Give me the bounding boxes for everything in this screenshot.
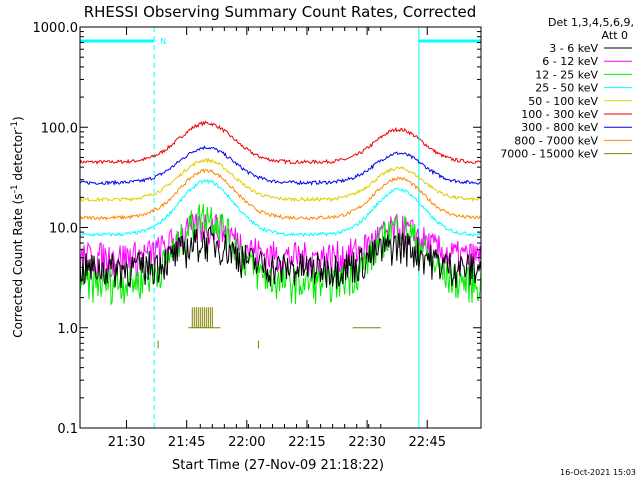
legend-label: 3 - 6 keV xyxy=(549,42,598,55)
night-label: N xyxy=(160,37,166,46)
x-tick-label: 21:45 xyxy=(168,435,205,450)
series-line xyxy=(79,168,482,221)
legend-label: 100 - 300 keV xyxy=(521,108,598,121)
axes: 0.1 1.0 10.0 100.0 1000.0 21:30 21:45 22:00 22:1… xyxy=(33,21,482,450)
x-axis-label: Start Time (27-Nov-09 21:18:22) xyxy=(172,458,384,473)
y-tick-label: 10.0 xyxy=(49,222,78,237)
timestamp: 16-Oct-2021 15:03 xyxy=(560,468,636,477)
x-tick-label: 22:45 xyxy=(409,435,446,450)
legend-header-line1: Det 1,3,4,5,6,9, xyxy=(548,16,634,29)
y-tick-label: 1.0 xyxy=(57,322,78,337)
series-line xyxy=(79,120,482,165)
x-tick-label: 22:30 xyxy=(348,435,385,450)
series-line xyxy=(79,225,482,289)
legend-label: 6 - 12 keV xyxy=(542,55,598,68)
chart-title: RHESSI Observing Summary Count Rates, Co… xyxy=(84,3,477,21)
legend-label: 300 - 800 keV xyxy=(521,121,598,134)
series-line xyxy=(79,157,482,203)
legend-label: 50 - 100 keV xyxy=(528,95,598,108)
legend-label: 800 - 7000 keV xyxy=(514,134,598,147)
series-line xyxy=(79,145,482,186)
legend-header-line2: Att 0 xyxy=(602,29,628,42)
y-axis-label: Corrected Count Rate (s-1 detector-1) xyxy=(10,116,25,337)
y-tick-label: 1000.0 xyxy=(33,21,79,36)
x-tick-label: 22:15 xyxy=(288,435,325,450)
series-line xyxy=(79,203,482,306)
plot-area: N xyxy=(79,27,482,428)
legend-label: 7000 - 15000 keV xyxy=(500,148,598,161)
y-tick-label: 100.0 xyxy=(41,121,78,136)
legend-label: 25 - 50 keV xyxy=(535,82,598,95)
x-tick-label: 21:30 xyxy=(108,435,145,450)
legend-label: 12 - 25 keV xyxy=(535,68,598,81)
series-line xyxy=(79,179,482,238)
x-tick-label: 22:00 xyxy=(228,435,265,450)
y-tick-label: 0.1 xyxy=(57,422,78,437)
